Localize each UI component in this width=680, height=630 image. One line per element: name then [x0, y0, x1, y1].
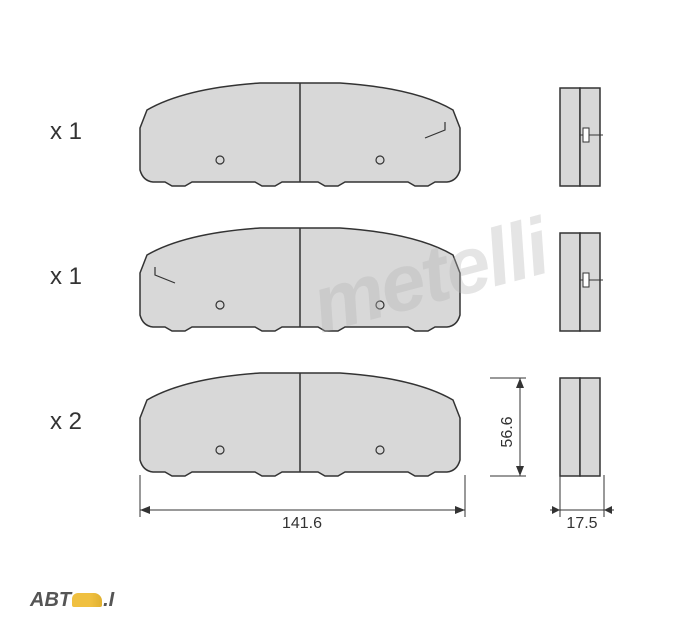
pad-front-3: [135, 370, 465, 485]
diagram-canvas: x 1 x 1 x 2: [0, 0, 680, 630]
qty-label-2: x 1: [50, 263, 82, 291]
dim-thickness-label: 17.5: [566, 515, 597, 532]
logo-prefix: ABT: [30, 589, 71, 611]
pad-side-2: [555, 225, 610, 340]
car-icon: [72, 593, 102, 607]
pad-side-3: [555, 370, 610, 485]
qty-label-3: x 2: [50, 408, 82, 436]
brand-logo: ABT .I: [30, 589, 114, 612]
dim-height-label: 56.6: [499, 416, 516, 447]
dim-thickness: 17.5: [548, 475, 618, 535]
logo-suffix: .I: [103, 589, 114, 611]
dim-width-label: 141.6: [282, 515, 322, 532]
pad-front-1: [135, 80, 465, 195]
pad-side-1: [555, 80, 610, 195]
dim-width: 141.6: [130, 475, 475, 535]
dim-height: 56.6: [490, 368, 545, 486]
qty-label-1: x 1: [50, 118, 82, 146]
pad-front-2: [135, 225, 465, 340]
